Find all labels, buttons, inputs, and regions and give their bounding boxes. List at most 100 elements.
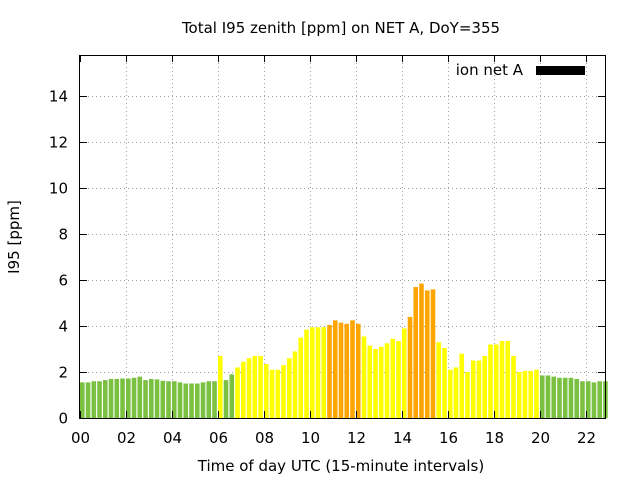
bar bbox=[269, 369, 275, 418]
x-tick-label: 06 bbox=[209, 429, 228, 447]
bar bbox=[160, 380, 166, 418]
bar bbox=[171, 381, 177, 418]
bar bbox=[131, 377, 137, 418]
bar bbox=[338, 322, 344, 418]
bar bbox=[511, 355, 516, 418]
bar bbox=[470, 360, 476, 418]
bar bbox=[275, 369, 281, 418]
bar bbox=[465, 372, 470, 418]
bar bbox=[114, 378, 120, 418]
bar bbox=[229, 374, 235, 418]
bar bbox=[235, 367, 240, 418]
y-tick-label: 4 bbox=[58, 318, 68, 336]
bar bbox=[177, 382, 183, 418]
bar bbox=[292, 351, 298, 418]
bar bbox=[401, 328, 407, 418]
bar bbox=[344, 323, 350, 418]
bar bbox=[200, 382, 206, 418]
bar bbox=[407, 316, 413, 418]
x-tick-label: 14 bbox=[393, 429, 412, 447]
bar bbox=[499, 341, 505, 418]
y-tick-label: 6 bbox=[58, 272, 68, 290]
bar bbox=[298, 337, 304, 418]
bar bbox=[97, 381, 102, 418]
bar bbox=[304, 329, 309, 418]
bar bbox=[534, 369, 539, 418]
bar bbox=[212, 381, 217, 418]
bar bbox=[350, 320, 355, 418]
x-tick-label: 22 bbox=[577, 429, 596, 447]
bar bbox=[252, 355, 258, 418]
bars bbox=[80, 283, 608, 418]
bar bbox=[591, 382, 597, 418]
bar bbox=[442, 347, 447, 418]
bar bbox=[102, 380, 108, 418]
bar bbox=[166, 381, 171, 418]
bar bbox=[85, 382, 91, 418]
bar bbox=[528, 370, 534, 418]
x-ticks: 00 02 04 06 08 10 12 14 16 18 20 22 bbox=[71, 55, 596, 447]
bar bbox=[137, 376, 143, 418]
bar bbox=[217, 355, 223, 418]
bar bbox=[482, 355, 488, 418]
chart-title: Total I95 zenith [ppm] on NET A, DoY=355 bbox=[181, 19, 500, 37]
bar bbox=[154, 379, 160, 418]
x-tick-label: 08 bbox=[255, 429, 274, 447]
bar bbox=[223, 380, 229, 418]
y-tick-label: 8 bbox=[58, 226, 68, 244]
bar bbox=[516, 372, 522, 418]
bar bbox=[194, 383, 200, 418]
x-tick-label: 18 bbox=[485, 429, 504, 447]
x-tick-label: 16 bbox=[439, 429, 458, 447]
bar bbox=[447, 369, 453, 418]
bar bbox=[396, 341, 401, 418]
x-tick-label: 00 bbox=[71, 429, 90, 447]
bar bbox=[327, 324, 332, 418]
grid bbox=[80, 55, 605, 418]
bar bbox=[206, 381, 212, 418]
bar bbox=[120, 378, 125, 418]
y-axis-label: I95 [ppm] bbox=[5, 200, 23, 274]
x-tick-label: 02 bbox=[117, 429, 136, 447]
bar bbox=[539, 375, 545, 418]
bar bbox=[183, 383, 189, 418]
bar bbox=[459, 353, 465, 418]
bar bbox=[143, 380, 148, 418]
x-tick-label: 12 bbox=[347, 429, 366, 447]
bar bbox=[108, 378, 114, 418]
bar bbox=[557, 377, 562, 418]
bar bbox=[384, 343, 390, 418]
legend: ion net A bbox=[456, 61, 585, 79]
bar bbox=[574, 378, 580, 418]
bar bbox=[585, 381, 591, 418]
bar bbox=[551, 376, 557, 418]
bar bbox=[424, 290, 430, 418]
bar bbox=[390, 338, 396, 418]
bar bbox=[332, 320, 338, 418]
y-ticks: 0 2 4 6 8 10 12 14 bbox=[49, 88, 605, 428]
x-tick-label: 04 bbox=[163, 429, 182, 447]
bar bbox=[240, 361, 246, 418]
x-tick-label: 10 bbox=[301, 429, 320, 447]
bar bbox=[580, 381, 585, 418]
bar bbox=[505, 341, 511, 418]
x-tick-label: 20 bbox=[531, 429, 550, 447]
bar bbox=[545, 375, 551, 418]
bar bbox=[125, 378, 131, 418]
bar bbox=[361, 336, 367, 418]
bar bbox=[488, 344, 493, 418]
y-tick-label: 2 bbox=[58, 364, 68, 382]
bar bbox=[413, 287, 419, 418]
bar bbox=[419, 283, 424, 418]
bar bbox=[476, 360, 482, 418]
y-tick-label: 10 bbox=[49, 180, 68, 198]
bar bbox=[493, 344, 499, 418]
y-tick-label: 12 bbox=[49, 134, 68, 152]
bar bbox=[355, 323, 361, 418]
bar bbox=[309, 327, 315, 418]
bar bbox=[367, 345, 373, 418]
bar bbox=[562, 377, 568, 418]
bar bbox=[436, 342, 442, 418]
bar bbox=[80, 382, 85, 418]
